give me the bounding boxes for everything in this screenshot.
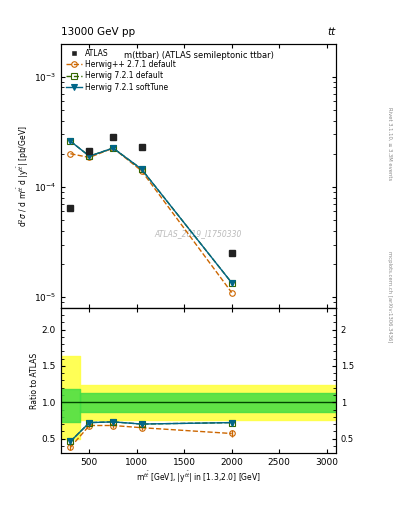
Text: Rivet 3.1.10, ≥ 3.3M events: Rivet 3.1.10, ≥ 3.3M events — [387, 106, 392, 180]
ATLAS — [139, 144, 144, 150]
X-axis label: m$^{t\bar{t}}$ [GeV], |y$^{t\bar{t}}$| in [1.3,2.0] [GeV]: m$^{t\bar{t}}$ [GeV], |y$^{t\bar{t}}$| i… — [136, 470, 261, 485]
Y-axis label: Ratio to ATLAS: Ratio to ATLAS — [30, 352, 39, 409]
ATLAS — [68, 204, 73, 210]
Text: 13000 GeV pp: 13000 GeV pp — [61, 27, 135, 37]
ATLAS — [111, 134, 116, 140]
Line: ATLAS: ATLAS — [67, 133, 235, 257]
Legend: ATLAS, Herwig++ 2.7.1 default, Herwig 7.2.1 default, Herwig 7.2.1 softTune: ATLAS, Herwig++ 2.7.1 default, Herwig 7.… — [65, 47, 177, 93]
ATLAS — [229, 250, 234, 257]
Text: m(ttbar) (ATLAS semileptonic ttbar): m(ttbar) (ATLAS semileptonic ttbar) — [123, 51, 274, 60]
Y-axis label: d$^{2}$$\sigma$ / d m$^{t\bar{t}}$ d |y$^{t\bar{t}}$| [pb/GeV]: d$^{2}$$\sigma$ / d m$^{t\bar{t}}$ d |y$… — [15, 125, 31, 226]
Text: ATLAS_2019_I1750330: ATLAS_2019_I1750330 — [155, 229, 242, 238]
Text: mcplots.cern.ch [arXiv:1306.3436]: mcplots.cern.ch [arXiv:1306.3436] — [387, 251, 392, 343]
ATLAS — [87, 148, 92, 155]
Text: tt: tt — [328, 27, 336, 37]
